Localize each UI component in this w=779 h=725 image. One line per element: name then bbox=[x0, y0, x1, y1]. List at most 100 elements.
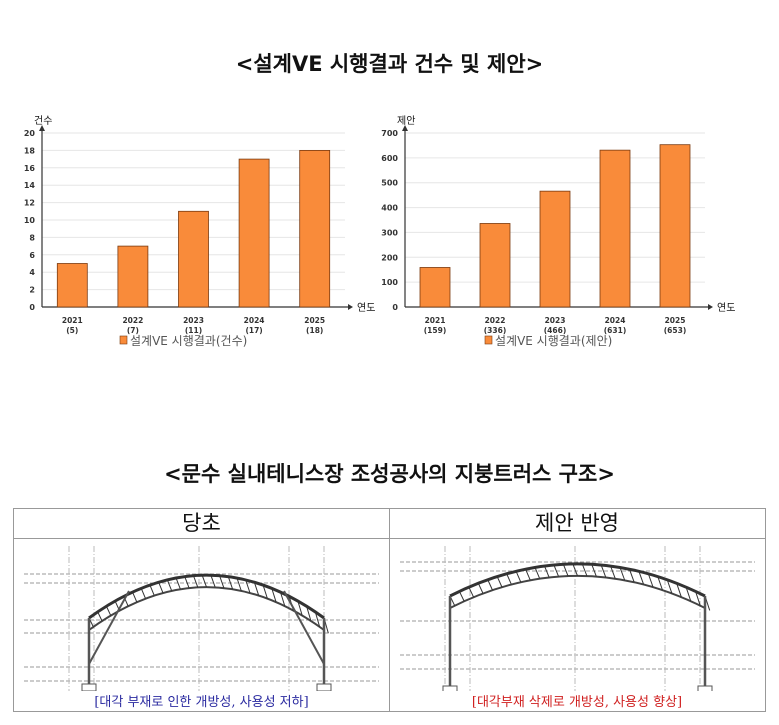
y-tick-label: 6 bbox=[29, 251, 35, 260]
x-tick-sublabel: (159) bbox=[424, 326, 447, 335]
x-tick-sublabel: (18) bbox=[306, 326, 323, 335]
x-tick-sublabel: (7) bbox=[127, 326, 139, 335]
proposal-truss-drawing bbox=[400, 546, 755, 691]
legend-label: 설계VE 시행결과(건수) bbox=[130, 333, 247, 348]
y-tick-label: 100 bbox=[381, 278, 398, 287]
truss-web bbox=[619, 567, 626, 581]
footing bbox=[697, 685, 713, 691]
x-axis-arrow bbox=[348, 304, 353, 310]
truss-web bbox=[227, 576, 234, 590]
truss-web bbox=[685, 587, 692, 602]
truss-web bbox=[262, 584, 268, 599]
truss-web bbox=[487, 579, 493, 591]
x-tick-label: 2025 bbox=[665, 316, 686, 325]
y-axis-label: 건수 bbox=[34, 115, 52, 127]
truss-web bbox=[166, 579, 173, 592]
y-tick-label: 500 bbox=[381, 179, 398, 188]
truss-top-chord bbox=[449, 562, 706, 598]
chart-section-title: <설계VE 시행결과 건수 및 제안> bbox=[235, 52, 544, 76]
y-tick-label: 0 bbox=[392, 303, 398, 312]
x-tick-sublabel: (466) bbox=[544, 326, 567, 335]
truss-web bbox=[236, 577, 242, 592]
footing bbox=[316, 683, 332, 691]
x-axis-label: 연도 bbox=[717, 302, 735, 314]
truss-web bbox=[458, 591, 465, 602]
x-tick-label: 2025 bbox=[304, 316, 325, 325]
x-tick-sublabel: (17) bbox=[245, 326, 262, 335]
truss-web bbox=[496, 576, 503, 588]
truss-web bbox=[297, 600, 303, 616]
bar bbox=[238, 158, 270, 308]
truss-web bbox=[132, 591, 138, 603]
y-tick-label: 14 bbox=[24, 181, 36, 190]
truss-web bbox=[572, 563, 578, 577]
y-tick-label: 10 bbox=[24, 216, 36, 225]
truss-web bbox=[515, 571, 522, 583]
truss-web bbox=[253, 582, 260, 596]
truss-web bbox=[543, 565, 550, 578]
truss-web bbox=[562, 564, 569, 577]
truss-web bbox=[271, 588, 277, 603]
y-tick-label: 700 bbox=[381, 129, 398, 138]
truss-web bbox=[638, 571, 645, 585]
x-tick-sublabel: (631) bbox=[604, 326, 627, 335]
truss-web bbox=[468, 586, 475, 598]
x-tick-label: 2023 bbox=[183, 316, 204, 325]
footing bbox=[442, 685, 458, 691]
truss-web bbox=[175, 577, 181, 590]
structure-section-title: <문수 실내테니스장 조성공사의 지붕트러스 구조> bbox=[164, 462, 615, 486]
truss-web bbox=[647, 573, 654, 588]
original-caption: [대각 부재로 인한 개방성, 사용성 저하] bbox=[94, 695, 309, 710]
truss-web bbox=[210, 574, 216, 588]
truss-top-chord bbox=[88, 573, 325, 620]
x-tick-sublabel: (5) bbox=[66, 326, 78, 335]
truss-web bbox=[314, 611, 321, 628]
truss-web bbox=[280, 591, 286, 607]
truss-web bbox=[219, 575, 225, 589]
bar bbox=[299, 150, 331, 308]
original-header: 당초 bbox=[14, 509, 389, 539]
y-tick-label: 400 bbox=[381, 204, 398, 213]
bar bbox=[539, 190, 571, 308]
truss-web bbox=[97, 611, 103, 622]
truss-bottom-chord bbox=[449, 574, 706, 609]
truss-web bbox=[149, 584, 155, 596]
x-tick-label: 2024 bbox=[605, 316, 626, 325]
y-tick-label: 600 bbox=[381, 154, 398, 163]
legend-label: 설계VE 시행결과(제안) bbox=[495, 333, 612, 348]
x-tick-label: 2021 bbox=[425, 316, 446, 325]
y-tick-label: 4 bbox=[29, 268, 35, 277]
truss-web bbox=[192, 575, 199, 588]
truss-comparison-table: 당초 제안 반영 [대각 부재로 인한 개방성, 사용성 저하] [대각부재 삭… bbox=[13, 508, 766, 712]
x-axis-label: 연도 bbox=[357, 302, 375, 314]
bar bbox=[117, 245, 149, 308]
truss-web bbox=[140, 588, 147, 599]
truss-web bbox=[657, 576, 663, 591]
y-axis-label: 제안 bbox=[397, 115, 415, 127]
proposal-bar-chart: 0100200300400500600700제안연도2021(159)2022(… bbox=[381, 115, 735, 348]
x-tick-sublabel: (653) bbox=[664, 326, 687, 335]
y-tick-label: 18 bbox=[24, 146, 36, 155]
proposal-caption: [대각부재 삭제로 개방성, 사용성 향상] bbox=[471, 695, 683, 710]
legend-swatch bbox=[484, 335, 493, 345]
original-truss-drawing bbox=[24, 546, 379, 691]
count-bar-chart: 02468101214161820건수연도2021(5)2022(7)2023(… bbox=[24, 115, 376, 348]
bar bbox=[659, 144, 691, 308]
truss-web bbox=[184, 576, 190, 589]
bar bbox=[599, 149, 631, 308]
y-tick-label: 8 bbox=[29, 233, 35, 242]
y-tick-label: 20 bbox=[24, 129, 36, 138]
x-tick-label: 2022 bbox=[122, 316, 143, 325]
x-tick-sublabel: (336) bbox=[484, 326, 507, 335]
x-tick-sublabel: (11) bbox=[185, 326, 202, 335]
proposal-header: 제안 반영 bbox=[389, 509, 765, 539]
y-tick-label: 200 bbox=[381, 253, 398, 262]
diagonal-brace bbox=[283, 590, 325, 665]
bar bbox=[178, 210, 209, 308]
truss-web bbox=[676, 583, 682, 598]
x-tick-label: 2023 bbox=[545, 316, 566, 325]
truss-web bbox=[477, 583, 484, 594]
truss-web bbox=[666, 579, 673, 594]
truss-web bbox=[525, 568, 531, 581]
truss-web bbox=[105, 606, 112, 616]
